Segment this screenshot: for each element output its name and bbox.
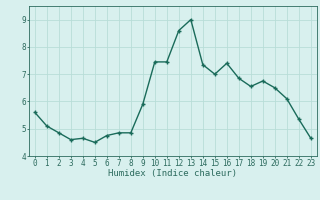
X-axis label: Humidex (Indice chaleur): Humidex (Indice chaleur): [108, 169, 237, 178]
